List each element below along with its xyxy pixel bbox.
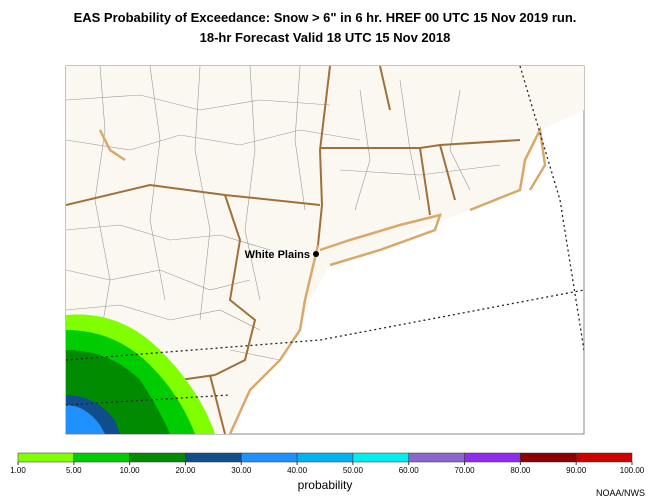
grid-lines xyxy=(66,66,584,406)
colorbar-segment xyxy=(241,452,298,463)
colorbar-tick-label: 70.00 xyxy=(455,466,476,475)
colorbar-tick-label: 1.00 xyxy=(10,466,26,475)
colorbar-tick-label: 40.00 xyxy=(287,466,308,475)
prob-area-30 xyxy=(66,405,105,434)
colorbar-tick-label: 50.00 xyxy=(343,466,364,475)
colorbar-segment xyxy=(408,452,465,463)
colorbar-tick-label: 30.00 xyxy=(231,466,252,475)
colorbar-tick-label: 100.00 xyxy=(620,466,645,475)
colorbar-segment xyxy=(17,452,75,463)
colorbar-segment xyxy=(575,452,633,463)
title-line1: EAS Probability of Exceedance: Snow > 6"… xyxy=(74,10,577,25)
colorbar-segment xyxy=(129,452,186,463)
colorbar-segment xyxy=(464,452,521,463)
colorbar-label: probability xyxy=(298,478,353,492)
colorbar-tick-label: 20.00 xyxy=(175,466,196,475)
colorbar-segment xyxy=(520,452,577,463)
colorbar-tick-label: 80.00 xyxy=(510,466,531,475)
colorbar-tick-label: 5.00 xyxy=(66,466,82,475)
colorbar-segment xyxy=(352,452,409,463)
title-line2: 18-hr Forecast Valid 18 UTC 15 Nov 2018 xyxy=(200,30,451,45)
county-lines xyxy=(66,66,501,361)
colorbar-tick-label: 90.00 xyxy=(566,466,587,475)
colorbar-segment xyxy=(296,452,354,463)
colorbar-segment xyxy=(73,452,130,463)
colorbar-segment xyxy=(185,452,242,463)
coastline xyxy=(98,125,547,434)
colorbar: 1.00 5.00 10.00 20.00 30.00 40.00 50.00 60.00 70… xyxy=(10,452,645,475)
place-label: White Plains xyxy=(245,249,310,261)
colorbar-tick-label: 10.00 xyxy=(120,466,141,475)
state-lines xyxy=(66,66,521,434)
colorbar-tick-label: 60.00 xyxy=(399,466,420,475)
place-marker xyxy=(313,251,319,257)
credit: NOAA/NWS xyxy=(596,488,645,498)
land xyxy=(66,66,584,434)
map: White Plains xyxy=(65,65,585,435)
